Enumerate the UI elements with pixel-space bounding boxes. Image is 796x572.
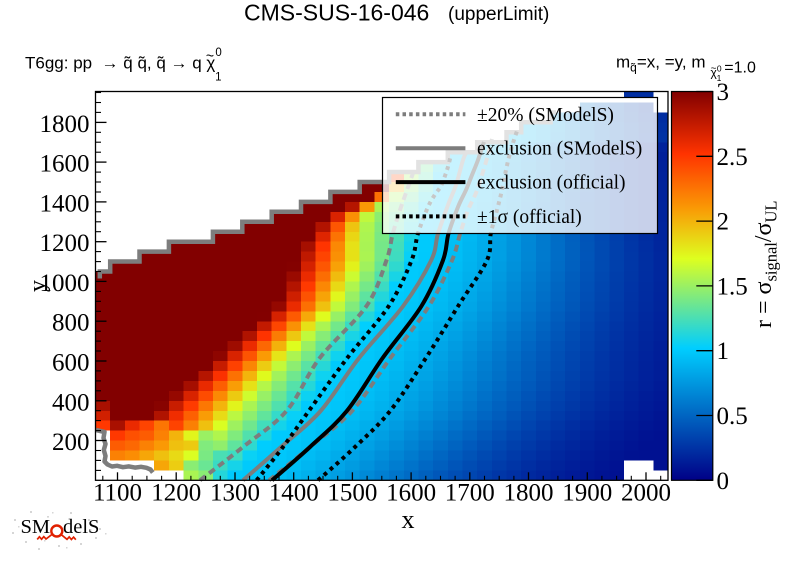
- svg-text:400: 400: [52, 389, 90, 416]
- svg-text:1800: 1800: [40, 111, 90, 138]
- svg-text:600: 600: [52, 350, 90, 377]
- svg-text:1800: 1800: [504, 480, 554, 507]
- svg-text:200: 200: [52, 429, 90, 456]
- svg-text:SM: SM: [21, 516, 51, 538]
- svg-text:1600: 1600: [386, 480, 436, 507]
- svg-text:(upperLimit): (upperLimit): [448, 4, 549, 25]
- svg-text:1600: 1600: [40, 151, 90, 178]
- svg-text:3: 3: [717, 79, 730, 106]
- svg-text:1700: 1700: [445, 480, 495, 507]
- svg-text:1000: 1000: [40, 270, 90, 297]
- svg-text:exclusion (official): exclusion (official): [477, 173, 626, 194]
- svg-text:1300: 1300: [210, 480, 260, 507]
- svg-text:1200: 1200: [151, 480, 201, 507]
- svg-text:1900: 1900: [562, 480, 612, 507]
- svg-text:x: x: [402, 505, 415, 534]
- svg-text:1400: 1400: [40, 190, 90, 217]
- svg-text:2: 2: [717, 209, 730, 236]
- svg-text:0: 0: [717, 468, 730, 495]
- svg-text:1100: 1100: [93, 480, 142, 507]
- svg-text:1500: 1500: [327, 480, 377, 507]
- svg-text:800: 800: [52, 310, 90, 337]
- svg-text:y: y: [25, 280, 51, 292]
- svg-text:~: ~: [206, 48, 214, 64]
- svg-text:1200: 1200: [40, 230, 90, 257]
- svg-text:2.5: 2.5: [717, 144, 748, 171]
- svg-text:CMS-SUS-16-046: CMS-SUS-16-046: [244, 0, 429, 25]
- svg-text:1400: 1400: [269, 480, 319, 507]
- svg-text:1: 1: [717, 338, 730, 365]
- svg-text:2000: 2000: [621, 480, 671, 507]
- svg-text:±1σ (official): ±1σ (official): [477, 207, 582, 228]
- svg-text:1.5: 1.5: [717, 273, 748, 300]
- svg-text:exclusion (SModelS): exclusion (SModelS): [477, 139, 642, 160]
- svg-text:0.5: 0.5: [717, 403, 748, 430]
- svg-text:±20% (SModelS): ±20% (SModelS): [477, 105, 614, 126]
- svg-text:~: ~: [711, 64, 717, 75]
- svg-text:delS: delS: [63, 516, 99, 538]
